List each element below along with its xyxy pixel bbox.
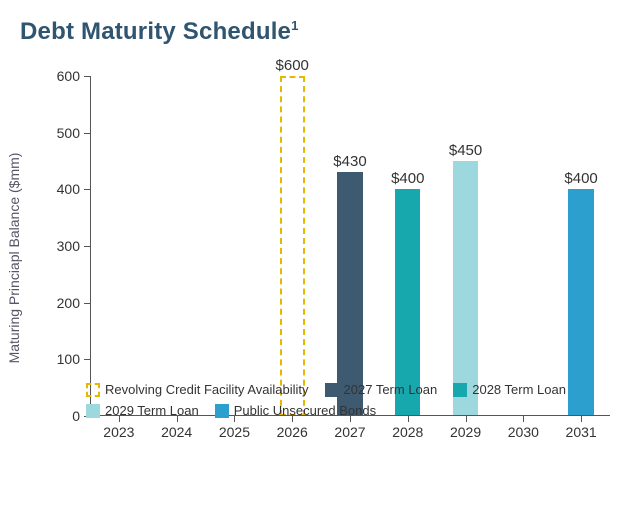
y-tick-label: 200 — [46, 295, 80, 311]
y-axis-label: Maturing Princiapl Balance ($mm) — [6, 153, 22, 364]
chart-title: Debt Maturity Schedule1 — [20, 18, 620, 46]
legend-swatch — [453, 383, 467, 397]
legend-item-term2029: 2029 Term Loan — [86, 403, 199, 418]
legend-swatch — [86, 404, 100, 418]
y-tick-label: 400 — [46, 181, 80, 197]
y-tick — [84, 303, 90, 304]
y-tick — [84, 133, 90, 134]
y-axis-line — [90, 76, 91, 416]
bars-layer: $600 $430 $400 $450 $400 — [90, 76, 610, 416]
legend-item-revolver: Revolving Credit Facility Availability — [86, 382, 309, 397]
bar-value-label: $450 — [449, 142, 482, 159]
bar-value-label: $400 — [391, 170, 424, 187]
y-tick-label: 0 — [46, 408, 80, 424]
legend-label: Public Unsecured Bonds — [234, 403, 376, 418]
y-tick — [84, 359, 90, 360]
y-tick — [84, 76, 90, 77]
legend-item-term2028: 2028 Term Loan — [453, 382, 566, 397]
legend-item-public: Public Unsecured Bonds — [215, 403, 376, 418]
bar-slot: $450 — [453, 161, 478, 416]
y-tick-label: 300 — [46, 238, 80, 254]
x-category-label: 2026 — [277, 424, 308, 440]
x-category-label: 2029 — [450, 424, 481, 440]
x-category-label: 2024 — [161, 424, 192, 440]
y-tick — [84, 189, 90, 190]
plot-area: $600$430$400$450$400 0100200300400500600… — [90, 76, 610, 416]
bar-slot: $430 — [337, 172, 362, 416]
x-category-label: 2028 — [392, 424, 423, 440]
chart-title-superscript: 1 — [291, 18, 299, 33]
bar-value-label: $430 — [333, 153, 366, 170]
y-tick — [84, 246, 90, 247]
bar-value-label: $600 — [276, 57, 309, 74]
x-category-label: 2027 — [334, 424, 365, 440]
legend-swatch — [215, 404, 229, 418]
legend: Revolving Credit Facility Availability 20… — [86, 382, 616, 418]
chart-title-text: Debt Maturity Schedule — [20, 18, 291, 45]
x-category-label: 2025 — [219, 424, 250, 440]
y-tick-label: 500 — [46, 125, 80, 141]
bar-term2027 — [337, 172, 362, 416]
legend-label: 2027 Term Loan — [344, 382, 438, 397]
bar-value-label: $400 — [564, 170, 597, 187]
y-tick-label: 600 — [46, 68, 80, 84]
x-category-label: 2030 — [508, 424, 539, 440]
legend-label: 2028 Term Loan — [472, 382, 566, 397]
bar-revolver — [280, 76, 305, 416]
page: Debt Maturity Schedule1 Maturing Princia… — [0, 0, 640, 524]
legend-item-term2027: 2027 Term Loan — [325, 382, 438, 397]
bar-slot: $600 — [280, 76, 305, 416]
legend-label: Revolving Credit Facility Availability — [105, 382, 309, 397]
legend-swatch — [325, 383, 339, 397]
x-category-label: 2031 — [566, 424, 597, 440]
bar-term2029 — [453, 161, 478, 416]
legend-label: 2029 Term Loan — [105, 403, 199, 418]
x-category-label: 2023 — [103, 424, 134, 440]
legend-swatch — [86, 383, 100, 397]
y-tick-label: 100 — [46, 351, 80, 367]
